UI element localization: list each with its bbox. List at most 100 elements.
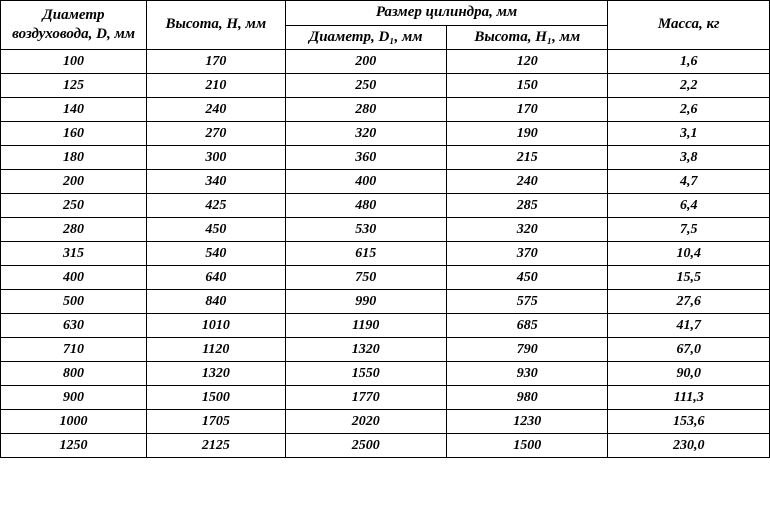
table-cell: 615 (285, 242, 446, 266)
table-cell: 270 (147, 122, 285, 146)
table-cell: 90,0 (608, 362, 770, 386)
table-cell: 1250 (1, 434, 147, 458)
table-cell: 530 (285, 218, 446, 242)
table-cell: 370 (447, 242, 608, 266)
table-cell: 900 (1, 386, 147, 410)
table-cell: 930 (447, 362, 608, 386)
table-row: 7101120132079067,0 (1, 338, 770, 362)
table-cell: 240 (147, 98, 285, 122)
table-cell: 1,6 (608, 50, 770, 74)
table-cell: 1120 (147, 338, 285, 362)
table-row: 1402402801702,6 (1, 98, 770, 122)
table-row: 90015001770980111,3 (1, 386, 770, 410)
table-cell: 790 (447, 338, 608, 362)
table-cell: 27,6 (608, 290, 770, 314)
table-row: 1250212525001500230,0 (1, 434, 770, 458)
table-row: 2003404002404,7 (1, 170, 770, 194)
table-cell: 3,1 (608, 122, 770, 146)
header-mass: Масса, кг (608, 1, 770, 50)
table-cell: 1320 (285, 338, 446, 362)
header-height: Высота, H, мм (147, 1, 285, 50)
header-cylinder-height: Высота, H₁, мм (447, 25, 608, 50)
table-cell: 990 (285, 290, 446, 314)
table-cell: 450 (447, 266, 608, 290)
table-cell: 200 (285, 50, 446, 74)
table-cell: 100 (1, 50, 147, 74)
table-cell: 1190 (285, 314, 446, 338)
table-cell: 41,7 (608, 314, 770, 338)
table-cell: 210 (147, 74, 285, 98)
table-cell: 7,5 (608, 218, 770, 242)
table-cell: 3,8 (608, 146, 770, 170)
table-cell: 240 (447, 170, 608, 194)
table-cell: 150 (447, 74, 608, 98)
table-cell: 400 (1, 266, 147, 290)
table-cell: 1500 (147, 386, 285, 410)
table-body: 1001702001201,61252102501502,21402402801… (1, 50, 770, 458)
table-cell: 2,2 (608, 74, 770, 98)
table-cell: 1000 (1, 410, 147, 434)
table-cell: 180 (1, 146, 147, 170)
table-row: 1803003602153,8 (1, 146, 770, 170)
table-cell: 300 (147, 146, 285, 170)
table-row: 6301010119068541,7 (1, 314, 770, 338)
table-row: 1000170520201230153,6 (1, 410, 770, 434)
header-cylinder-group: Размер цилиндра, мм (285, 1, 608, 26)
table-cell: 500 (1, 290, 147, 314)
table-cell: 140 (1, 98, 147, 122)
table-row: 2504254802856,4 (1, 194, 770, 218)
table-row: 2804505303207,5 (1, 218, 770, 242)
table-cell: 190 (447, 122, 608, 146)
table-row: 40064075045015,5 (1, 266, 770, 290)
table-cell: 1770 (285, 386, 446, 410)
table-cell: 425 (147, 194, 285, 218)
table-cell: 640 (147, 266, 285, 290)
table-cell: 2,6 (608, 98, 770, 122)
table-cell: 280 (1, 218, 147, 242)
table-cell: 575 (447, 290, 608, 314)
table-cell: 2020 (285, 410, 446, 434)
table-cell: 750 (285, 266, 446, 290)
table-cell: 250 (285, 74, 446, 98)
table-cell: 685 (447, 314, 608, 338)
table-row: 1001702001201,6 (1, 50, 770, 74)
table-cell: 215 (447, 146, 608, 170)
header-cylinder-diameter: Диаметр, D₁, мм (285, 25, 446, 50)
header-diameter: Диаметр воздуховода, D, мм (1, 1, 147, 50)
table-cell: 153,6 (608, 410, 770, 434)
table-cell: 1500 (447, 434, 608, 458)
table-cell: 315 (1, 242, 147, 266)
table-cell: 170 (147, 50, 285, 74)
table-cell: 840 (147, 290, 285, 314)
table-cell: 125 (1, 74, 147, 98)
table-cell: 6,4 (608, 194, 770, 218)
table-cell: 480 (285, 194, 446, 218)
table-row: 31554061537010,4 (1, 242, 770, 266)
table-row: 50084099057527,6 (1, 290, 770, 314)
table-cell: 1705 (147, 410, 285, 434)
table-cell: 360 (285, 146, 446, 170)
table-cell: 320 (447, 218, 608, 242)
table-cell: 1320 (147, 362, 285, 386)
table-cell: 630 (1, 314, 147, 338)
table-cell: 320 (285, 122, 446, 146)
table-cell: 800 (1, 362, 147, 386)
table-cell: 980 (447, 386, 608, 410)
table-cell: 67,0 (608, 338, 770, 362)
table-cell: 200 (1, 170, 147, 194)
table-row: 1602703201903,1 (1, 122, 770, 146)
table-cell: 2125 (147, 434, 285, 458)
table-cell: 450 (147, 218, 285, 242)
table-cell: 540 (147, 242, 285, 266)
table-cell: 250 (1, 194, 147, 218)
table-cell: 400 (285, 170, 446, 194)
table-cell: 160 (1, 122, 147, 146)
table-row: 8001320155093090,0 (1, 362, 770, 386)
table-cell: 4,7 (608, 170, 770, 194)
table-cell: 1010 (147, 314, 285, 338)
table-cell: 1550 (285, 362, 446, 386)
table-cell: 1230 (447, 410, 608, 434)
table-row: 1252102501502,2 (1, 74, 770, 98)
table-cell: 2500 (285, 434, 446, 458)
table-cell: 111,3 (608, 386, 770, 410)
